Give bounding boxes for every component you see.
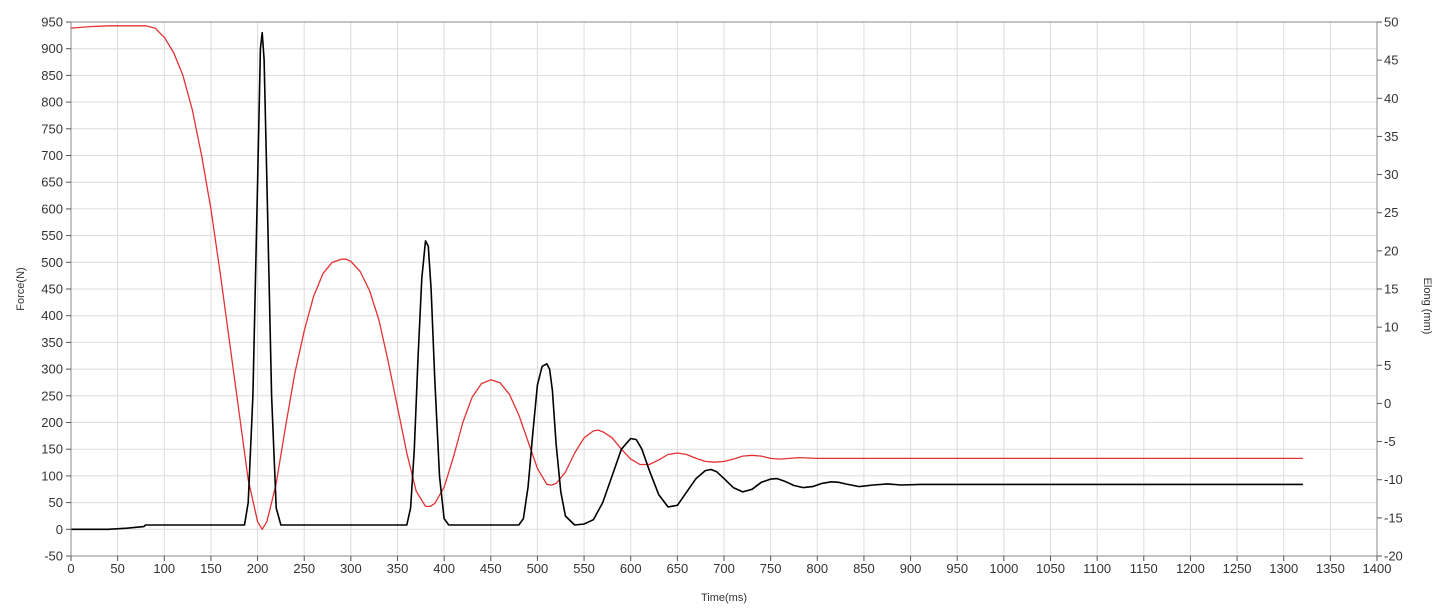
- y-left-tick-label: 100: [41, 468, 63, 483]
- y-right-tick-label: 10: [1384, 320, 1398, 335]
- y-left-tick-label: 550: [41, 228, 63, 243]
- y-left-tick-label: 0: [56, 522, 63, 537]
- x-tick-label: 800: [806, 561, 828, 576]
- y-right-tick-label: 15: [1384, 282, 1398, 297]
- y-left-tick-label: 450: [41, 282, 63, 297]
- y-left-tick-label: 800: [41, 95, 63, 110]
- y-right-tick-label: 30: [1384, 167, 1398, 182]
- x-tick-label: 450: [480, 561, 502, 576]
- x-tick-label: 700: [713, 561, 735, 576]
- y-left-tick-label: 400: [41, 308, 63, 323]
- x-tick-label: 1350: [1316, 561, 1345, 576]
- y-left-tick-label: 650: [41, 175, 63, 190]
- x-tick-label: 1100: [1083, 561, 1111, 576]
- x-tick-label: 250: [293, 561, 315, 576]
- x-tick-label: 1300: [1269, 561, 1298, 576]
- x-tick-label: 200: [247, 561, 269, 576]
- x-tick-label: 50: [110, 561, 124, 576]
- x-tick-label: 1050: [1036, 561, 1065, 576]
- x-tick-label: 600: [620, 561, 642, 576]
- x-tick-label: 950: [946, 561, 968, 576]
- y-right-tick-label: 25: [1384, 205, 1398, 220]
- x-tick-label: 500: [527, 561, 549, 576]
- y-right-tick-label: -5: [1384, 434, 1396, 449]
- y-right-tick-label: 5: [1384, 358, 1391, 373]
- y-right-tick-label: -10: [1384, 472, 1403, 487]
- x-tick-label: 900: [900, 561, 922, 576]
- x-tick-label: 150: [200, 561, 222, 576]
- y-left-tick-label: 850: [41, 68, 63, 83]
- x-axis-ticks: 0 50 100 150 200 250 300 350 400 450 500 550 600 650 7…: [67, 556, 1391, 576]
- x-tick-label: 400: [433, 561, 455, 576]
- y-left-tick-label: 950: [41, 15, 63, 30]
- x-tick-label: 650: [667, 561, 689, 576]
- y-right-tick-label: 0: [1384, 396, 1391, 411]
- elongation-series-line: [70, 25, 1304, 530]
- x-tick-label: 1250: [1223, 561, 1252, 576]
- y-left-tick-label: 500: [41, 255, 63, 270]
- x-tick-label: 750: [760, 561, 782, 576]
- x-tick-label: 100: [153, 561, 175, 576]
- x-tick-label: 0: [67, 561, 74, 576]
- y-left-tick-label: 900: [41, 41, 63, 56]
- y-right-tick-label: 50: [1384, 15, 1398, 30]
- y-left-tick-label: 200: [41, 415, 63, 430]
- y-left-tick-label: 700: [41, 148, 63, 163]
- y-left-axis-title: Force(N): [15, 267, 27, 310]
- x-tick-label: 300: [340, 561, 362, 576]
- y-left-tick-label: 350: [41, 335, 63, 350]
- y-right-tick-label: 40: [1384, 91, 1398, 106]
- grid-lines: [70, 21, 1378, 557]
- series-layer: [70, 25, 1304, 531]
- force-series-line: [70, 31, 1304, 531]
- y-right-tick-label: -20: [1384, 549, 1403, 564]
- y-right-tick-label: -15: [1384, 510, 1403, 525]
- x-axis-title: Time(ms): [701, 592, 747, 604]
- y-left-axis-ticks: -50 0 50 100 150 200 250 300 350 400 450 500 550 600 6…: [41, 15, 71, 564]
- x-tick-label: 1150: [1130, 561, 1158, 576]
- y-right-tick-label: 45: [1384, 53, 1398, 68]
- y-right-axis-ticks: -20 -15 -10 -5 0 5 10 15 20 25 30 35 40 45 50: [1377, 15, 1403, 564]
- x-tick-label: 350: [387, 561, 409, 576]
- y-left-tick-label: 300: [41, 362, 63, 377]
- y-left-tick-label: -50: [44, 549, 63, 564]
- y-left-tick-label: 600: [41, 201, 63, 216]
- y-left-tick-label: 750: [41, 121, 63, 136]
- y-left-tick-label: 250: [41, 388, 63, 403]
- x-tick-label: 1000: [989, 561, 1018, 576]
- y-right-tick-label: 35: [1384, 129, 1398, 144]
- y-left-tick-label: 150: [41, 442, 63, 457]
- x-tick-label: 850: [853, 561, 875, 576]
- x-tick-label: 1400: [1363, 561, 1392, 576]
- y-right-tick-label: 20: [1384, 243, 1398, 258]
- x-tick-label: 550: [573, 561, 595, 576]
- y-right-axis-title: Elong (mm): [1421, 278, 1433, 335]
- x-tick-label: 1200: [1176, 561, 1205, 576]
- y-left-tick-label: 50: [49, 495, 63, 510]
